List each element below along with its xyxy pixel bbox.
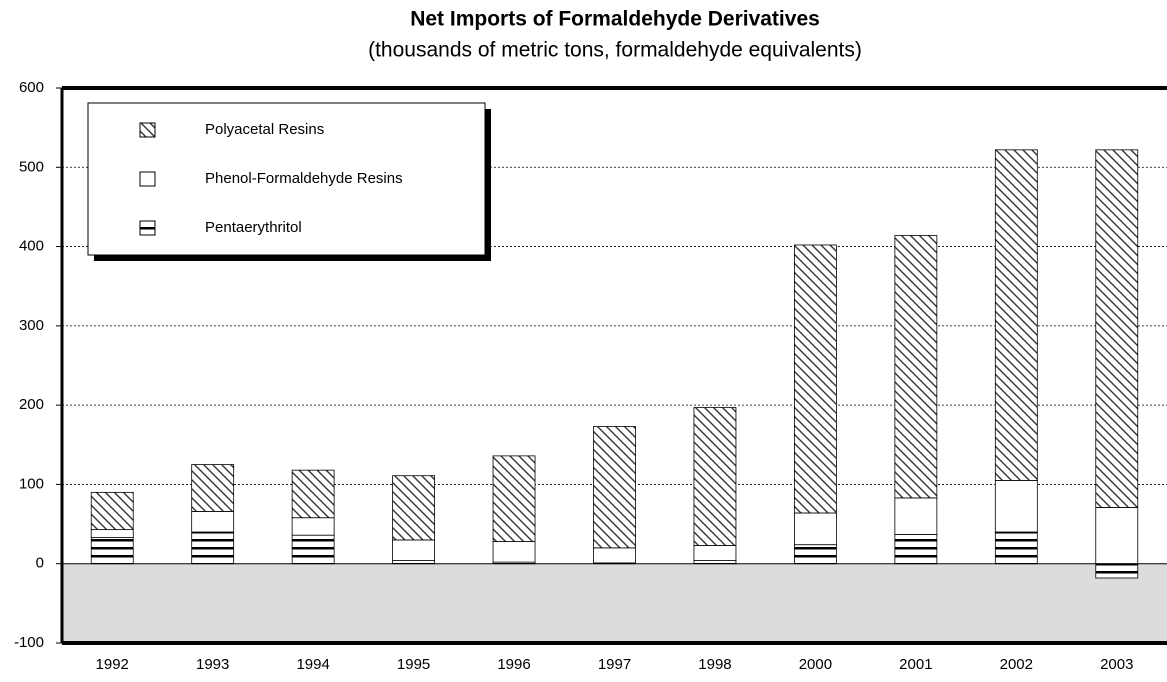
- bar-segment: [392, 539, 435, 561]
- bar-segment: [894, 497, 938, 535]
- bar-segment: [90, 537, 134, 565]
- x-tick-label: 2003: [1100, 656, 1133, 673]
- x-tick-label: 1994: [296, 656, 329, 673]
- legend-swatch: [139, 122, 156, 138]
- bar-segment: [291, 469, 335, 519]
- x-tick-label: 2002: [1000, 656, 1033, 673]
- bar-segment: [693, 407, 737, 546]
- x-tick-label: 1998: [698, 656, 731, 673]
- x-tick-label: 1997: [598, 656, 631, 673]
- legend-label: Phenol-Formaldehyde Resins: [205, 170, 403, 187]
- legend-label: Polyacetal Resins: [205, 121, 324, 138]
- bar-segment: [693, 545, 737, 561]
- bar-segment: [1095, 507, 1139, 565]
- bar-segment: [794, 512, 837, 546]
- y-tick-label: 200: [19, 396, 44, 413]
- bar-segment: [994, 149, 1038, 481]
- chart-title: Net Imports of Formaldehyde Derivatives: [410, 8, 820, 31]
- bar-segment: [794, 244, 837, 514]
- legend-swatch: [139, 220, 156, 236]
- legend-label: Pentaerythritol: [205, 219, 302, 236]
- bar-segment: [593, 426, 636, 549]
- bar-segment: [894, 533, 938, 565]
- bar-segment: [492, 455, 536, 542]
- bar-segment: [291, 517, 335, 536]
- x-tick-label: 1996: [497, 656, 530, 673]
- bar-segment: [90, 529, 134, 538]
- bar-segment: [994, 480, 1038, 533]
- negative-area: [62, 563, 1167, 643]
- x-tick-label: 1992: [96, 656, 129, 673]
- bar-segment: [1095, 563, 1139, 579]
- bar-segment: [191, 464, 235, 512]
- bar-segment: [492, 541, 536, 563]
- x-tick-label: 2000: [799, 656, 832, 673]
- bar-segment: [191, 531, 235, 565]
- y-tick-label: 100: [19, 475, 44, 492]
- bar-segment: [994, 531, 1038, 565]
- bar-segment: [1095, 149, 1139, 508]
- y-tick-label: 0: [36, 555, 44, 572]
- x-tick-label: 1995: [397, 656, 430, 673]
- y-tick-label: 600: [19, 79, 44, 96]
- y-tick-label: 400: [19, 238, 44, 255]
- legend-swatch: [139, 171, 156, 187]
- bar-segment: [794, 544, 837, 565]
- y-tick-label: -100: [14, 634, 44, 651]
- bar-segment: [191, 510, 235, 533]
- bar-segment: [593, 547, 636, 564]
- bar-segment: [392, 475, 435, 541]
- y-tick-label: 300: [19, 317, 44, 334]
- y-tick-label: 500: [19, 158, 44, 175]
- bar-segment: [291, 534, 335, 565]
- x-tick-label: 1993: [196, 656, 229, 673]
- x-tick-label: 2001: [899, 656, 932, 673]
- bar-segment: [90, 491, 134, 531]
- bar-segment: [894, 235, 938, 499]
- chart-subtitle: (thousands of metric tons, formaldehyde …: [368, 39, 862, 62]
